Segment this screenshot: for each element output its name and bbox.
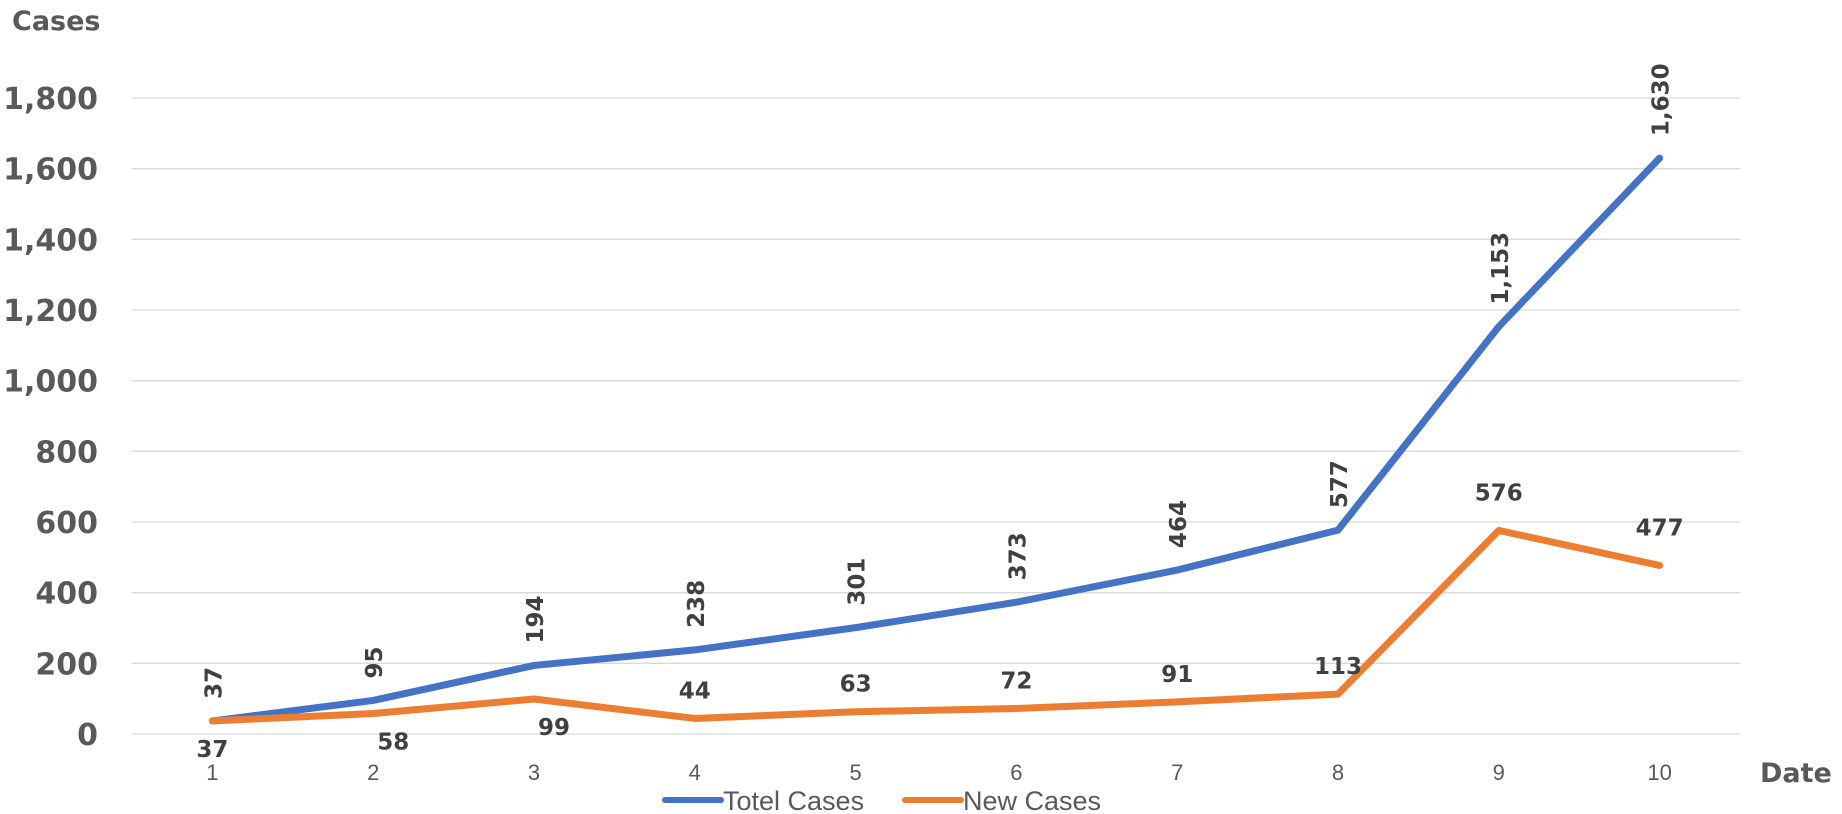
data-label-total-cases: 464 (1166, 500, 1192, 548)
y-tick-label: 1,800 (3, 82, 98, 117)
x-axis-ticks: 1 2 3 4 5 6 7 8 9 10 (206, 760, 1672, 785)
x-tick-label: 7 (1171, 760, 1183, 785)
x-tick-label: 6 (1010, 760, 1022, 785)
data-label-new-cases: 113 (1314, 654, 1362, 680)
legend-label: New Cases (963, 786, 1101, 814)
x-tick-label: 9 (1493, 760, 1505, 785)
legend-item-total-cases: Totel Cases (662, 786, 864, 814)
data-label-new-cases: 72 (1000, 669, 1032, 695)
y-tick-label: 400 (35, 577, 98, 612)
data-labels: 37 95 194 238 301 373 464 577 1,153 1,630 37 58 99 44… (196, 63, 1683, 763)
data-label-new-cases: 63 (840, 672, 872, 698)
data-label-new-cases: 58 (377, 730, 409, 756)
data-label-new-cases: 99 (538, 715, 570, 741)
data-label-new-cases: 576 (1475, 480, 1523, 506)
y-tick-label: 800 (35, 435, 98, 470)
legend: Totel Cases New Cases (662, 786, 1101, 814)
data-label-new-cases: 477 (1636, 515, 1684, 541)
y-axis-ticks: 0 200 400 600 800 1,000 1,200 1,400 1,600 1,800 (3, 82, 98, 753)
y-tick-label: 1,400 (3, 223, 98, 258)
x-tick-label: 3 (528, 760, 540, 785)
y-tick-label: 1,200 (3, 294, 98, 329)
data-label-total-cases: 238 (684, 580, 710, 628)
data-label-total-cases: 577 (1327, 460, 1353, 508)
data-label-total-cases: 194 (523, 595, 549, 643)
x-tick-label: 4 (689, 760, 701, 785)
y-tick-label: 1,000 (3, 365, 98, 400)
data-label-total-cases: 301 (845, 558, 871, 606)
data-label-new-cases: 37 (196, 737, 228, 763)
x-axis-title: Date (1760, 758, 1832, 789)
data-label-total-cases: 1,630 (1649, 63, 1675, 136)
data-label-new-cases: 91 (1161, 662, 1193, 688)
series-line-total-cases (208, 154, 1664, 725)
data-label-new-cases: 44 (679, 678, 711, 704)
y-axis-title: Cases (12, 6, 101, 37)
y-tick-label: 1,600 (3, 153, 98, 188)
legend-item-new-cases: New Cases (902, 786, 1101, 814)
legend-label: Totel Cases (723, 786, 864, 814)
data-label-total-cases: 1,153 (1488, 232, 1514, 305)
x-tick-label: 8 (1332, 760, 1344, 785)
data-label-total-cases: 37 (201, 667, 227, 699)
gridlines (132, 97, 1740, 735)
y-tick-label: 200 (35, 647, 98, 682)
x-tick-label: 1 (206, 760, 218, 785)
x-tick-label: 10 (1647, 760, 1671, 785)
series-lines (208, 154, 1664, 725)
y-tick-label: 600 (35, 506, 98, 541)
x-tick-label: 2 (367, 760, 379, 785)
y-tick-label: 0 (77, 718, 98, 753)
series-line-new-cases (208, 526, 1664, 725)
data-label-total-cases: 95 (362, 646, 388, 678)
x-tick-label: 5 (849, 760, 861, 785)
data-label-total-cases: 373 (1005, 532, 1031, 580)
